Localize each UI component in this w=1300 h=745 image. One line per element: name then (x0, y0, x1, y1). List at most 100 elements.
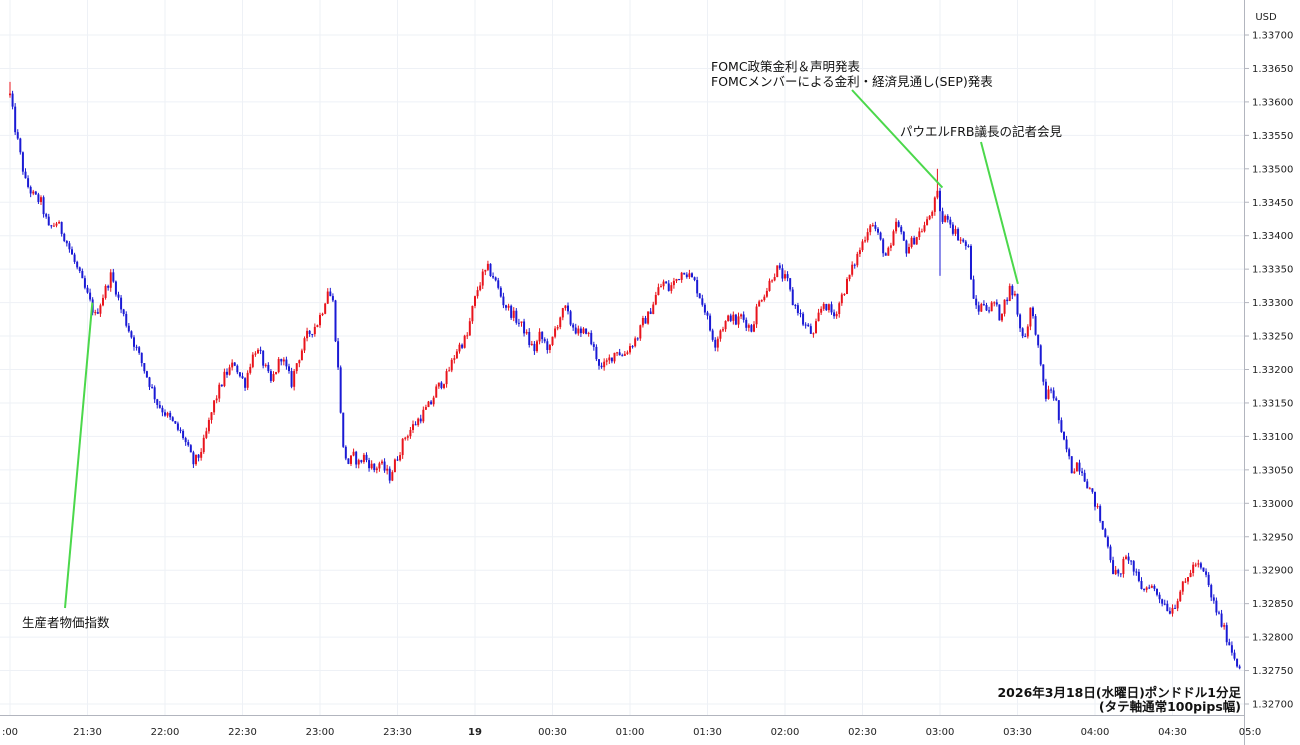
candle-67 (182, 429, 185, 440)
candle-458 (1192, 562, 1195, 577)
candle-443 (1153, 584, 1156, 592)
candle-body-114 (303, 338, 306, 351)
candle-423 (1101, 520, 1104, 531)
candle-338 (882, 237, 885, 257)
candle-6 (24, 168, 27, 179)
candle-body-438 (1140, 580, 1143, 589)
candle-470 (1223, 622, 1226, 630)
candle-97 (259, 346, 262, 355)
candle-302 (789, 277, 792, 292)
candle-50 (138, 345, 141, 355)
candle-body-168 (442, 384, 445, 388)
candle-body-120 (318, 315, 321, 326)
candle-438 (1140, 577, 1143, 590)
candle-body-14 (45, 214, 48, 217)
candle-body-118 (313, 326, 316, 335)
candle-body-68 (184, 438, 187, 443)
candle-179 (471, 305, 474, 324)
candle-body-409 (1065, 439, 1068, 450)
candle-body-334 (871, 225, 874, 227)
candle-383 (998, 304, 1001, 321)
candle-body-81 (218, 384, 221, 399)
candle-body-328 (856, 253, 859, 266)
candle-247 (647, 311, 650, 325)
candle-304 (794, 303, 797, 309)
candle-body-107 (285, 359, 288, 367)
candle-207 (543, 337, 546, 344)
candle-body-337 (879, 232, 882, 240)
candle-108 (287, 363, 290, 374)
candle-body-55 (151, 386, 154, 388)
candle-body-437 (1137, 571, 1140, 581)
candle-324 (845, 277, 848, 295)
candle-body-325 (848, 274, 851, 280)
candle-body-25 (73, 254, 76, 262)
candle-body-300 (783, 274, 786, 279)
candle-25 (73, 252, 76, 264)
candle-422 (1099, 504, 1102, 523)
candle-242 (634, 336, 637, 348)
candle-351 (915, 236, 918, 245)
candle-419 (1091, 488, 1094, 494)
candle-4 (19, 137, 22, 155)
candle-body-291 (760, 300, 763, 302)
candle-428 (1114, 565, 1117, 576)
candle-264 (690, 272, 693, 278)
candle-150 (396, 456, 399, 461)
candle-159 (419, 414, 422, 424)
candle-440 (1145, 586, 1148, 593)
candle-body-406 (1057, 400, 1060, 421)
candle-body-249 (652, 304, 655, 315)
candle-body-271 (709, 315, 712, 331)
candle-body-163 (430, 401, 433, 405)
candle-body-104 (277, 359, 280, 373)
candle-348 (907, 243, 910, 254)
candle-body-180 (473, 296, 476, 306)
candle-body-352 (918, 231, 921, 238)
candle-388 (1011, 284, 1014, 300)
candle-body-40 (112, 272, 115, 282)
candle-body-450 (1171, 607, 1174, 614)
candle-body-124 (329, 291, 332, 297)
candle-380 (990, 301, 993, 312)
candle-body-75 (202, 437, 205, 452)
candle-314 (820, 306, 823, 315)
candle-body-375 (977, 305, 980, 312)
candle-153 (404, 436, 407, 441)
candle-body-83 (223, 371, 226, 387)
candle-body-341 (889, 245, 892, 248)
candle-body-469 (1220, 613, 1223, 627)
candle-353 (920, 228, 923, 233)
candle-186 (489, 263, 492, 277)
candle-305 (796, 302, 799, 316)
candle-body-222 (582, 328, 585, 334)
candle-body-137 (362, 454, 365, 462)
candle-body-194 (510, 305, 513, 318)
candle-body-339 (884, 253, 887, 256)
candle-body-444 (1155, 588, 1158, 595)
x-tick-label-16: 05:0 (1239, 727, 1261, 738)
candle-345 (900, 224, 903, 235)
candle-body-298 (778, 265, 781, 269)
candle-body-407 (1060, 420, 1063, 432)
candle-434 (1130, 560, 1133, 566)
candle-body-394 (1026, 326, 1029, 337)
candle-166 (437, 382, 440, 389)
candle-body-117 (311, 333, 314, 335)
candle-body-34 (96, 312, 99, 314)
candle-body-372 (969, 245, 972, 280)
candle-474 (1233, 649, 1236, 661)
candle-body-448 (1166, 603, 1169, 612)
candle-38 (107, 284, 110, 291)
candle-70 (189, 444, 192, 453)
candle-145 (383, 458, 386, 473)
candle-23 (68, 241, 71, 253)
candle-body-36 (101, 297, 104, 306)
candle-359 (936, 168, 939, 200)
candle-body-447 (1163, 603, 1166, 605)
candle-body-430 (1119, 573, 1122, 575)
candle-309 (807, 323, 810, 327)
candle-69 (187, 439, 190, 447)
candle-body-319 (833, 312, 836, 317)
candle-424 (1104, 527, 1107, 538)
